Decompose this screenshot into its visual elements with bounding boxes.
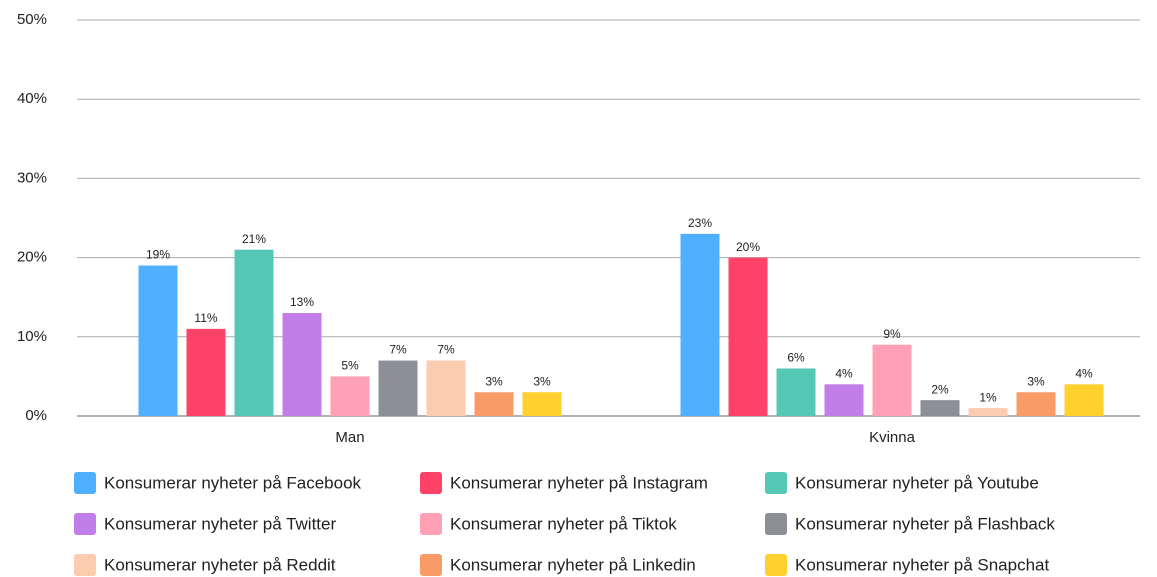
legend-swatch (765, 472, 787, 494)
value-label: 4% (1075, 366, 1093, 380)
value-label: 20% (736, 240, 760, 254)
value-label: 3% (533, 374, 551, 388)
legend-swatch (765, 513, 787, 535)
value-label: 4% (835, 366, 853, 380)
legend-swatch (420, 554, 442, 576)
value-label: 3% (485, 374, 503, 388)
legend-label: Konsumerar nyheter på Instagram (450, 473, 708, 492)
bar (680, 233, 720, 416)
legend-label: Konsumerar nyheter på Facebook (104, 473, 362, 492)
x-tick-label: Kvinna (869, 429, 916, 446)
bar (1016, 392, 1056, 416)
value-label: 6% (787, 351, 805, 365)
value-label: 13% (290, 295, 314, 309)
legend-label: Konsumerar nyheter på Flashback (795, 514, 1055, 533)
legend-swatch (74, 554, 96, 576)
legend-swatch (420, 472, 442, 494)
value-label: 7% (437, 343, 455, 357)
value-label: 1% (979, 390, 997, 404)
bar (282, 313, 322, 416)
bar (378, 360, 418, 416)
legend-label: Konsumerar nyheter på Twitter (104, 514, 336, 533)
value-label: 11% (194, 311, 217, 325)
y-tick-label: 40% (17, 90, 47, 107)
value-label: 19% (146, 248, 170, 262)
value-label: 23% (688, 216, 712, 230)
bar (186, 328, 226, 416)
bar (426, 360, 466, 416)
y-tick-label: 10% (17, 328, 47, 345)
value-label: 3% (1027, 374, 1045, 388)
bar (330, 376, 370, 416)
legend-swatch (765, 554, 787, 576)
value-label: 5% (341, 359, 359, 373)
value-label: 2% (931, 382, 949, 396)
value-label: 21% (242, 232, 266, 246)
legend-label: Konsumerar nyheter på Reddit (104, 555, 336, 574)
bar (920, 400, 960, 416)
bar (474, 392, 514, 416)
bar (872, 344, 912, 416)
legend-label: Konsumerar nyheter på Tiktok (450, 514, 677, 533)
legend-swatch (74, 472, 96, 494)
bar (1064, 384, 1104, 416)
y-tick-label: 50% (17, 11, 47, 28)
bar (728, 257, 768, 416)
x-tick-label: Man (335, 429, 364, 446)
legend-label: Konsumerar nyheter på Linkedin (450, 555, 696, 574)
legend-label: Konsumerar nyheter på Snapchat (795, 555, 1049, 574)
bar (138, 265, 178, 416)
legend-swatch (74, 513, 96, 535)
bar (824, 384, 864, 416)
bar (234, 249, 274, 416)
legend-swatch (420, 513, 442, 535)
y-tick-label: 30% (17, 169, 47, 186)
bar (522, 392, 562, 416)
value-label: 9% (883, 327, 901, 341)
y-tick-label: 20% (17, 249, 47, 266)
value-label: 7% (389, 343, 407, 357)
legend-label: Konsumerar nyheter på Youtube (795, 473, 1039, 492)
bar (968, 408, 1008, 416)
bar (776, 368, 816, 416)
y-tick-label: 0% (25, 407, 47, 424)
